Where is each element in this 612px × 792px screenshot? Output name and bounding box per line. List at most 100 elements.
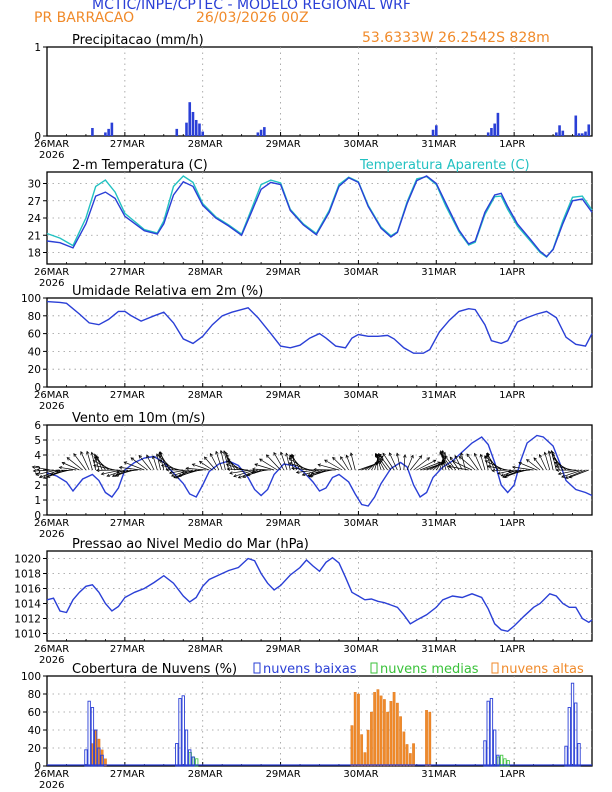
precip-xtick-label: 27MAR (110, 139, 145, 150)
wind-arrow (406, 455, 414, 471)
wind-arrow (204, 456, 216, 471)
wind-arrow-head (288, 457, 293, 462)
wind-arrow (487, 465, 508, 471)
precip-bar (587, 124, 591, 136)
wind-arrow-head (507, 469, 512, 474)
cloud-high-bar (383, 699, 386, 767)
wind-arrow-head (288, 462, 293, 466)
cloud-low-bar (181, 695, 185, 767)
precip-ytick-label: 1 (34, 42, 41, 54)
cloud-low-bar (493, 729, 497, 767)
rh-xtick-label: 28MAR (188, 390, 223, 401)
wind-arrow-head (155, 453, 160, 457)
cloud-legend-low: nuvens baixas (263, 662, 357, 677)
wind-arrow (382, 453, 395, 471)
wind-arrow-head (146, 454, 150, 459)
wind-xtick-label: 26MAR (34, 518, 69, 529)
wind-arrow (285, 453, 291, 471)
rh-xtick-label: 30MAR (343, 390, 378, 401)
wind-arrow (332, 457, 346, 471)
wind-arrow (119, 467, 142, 471)
cloud-low-bar (577, 743, 581, 767)
wind-arrow-head (42, 475, 47, 479)
wind-arrow-head (219, 449, 224, 454)
cloud-low-bar (496, 754, 500, 767)
wind-arrow-head (203, 456, 208, 461)
precip-bar (185, 122, 188, 136)
precip-xtick-label: 28MAR (188, 139, 223, 150)
wind-arrow-head (165, 468, 170, 472)
wind-arrow-head (291, 466, 295, 471)
clouds-xtick-label: 1APR (499, 769, 525, 780)
wind-arrow-head (500, 473, 505, 477)
wind-arrow (238, 469, 258, 479)
wind-arrow-head (466, 453, 470, 457)
cloud-low-bar (175, 743, 179, 767)
wind-arrow-head (484, 455, 489, 460)
wind-arrow (340, 456, 349, 471)
press-ytick-label: 1010 (14, 629, 41, 641)
wind-arrow-head (180, 470, 185, 475)
wind-arrow (124, 461, 145, 471)
precip-bar (490, 127, 493, 136)
temp-ytick-label: 27 (28, 196, 41, 208)
wind-arrow-head (564, 475, 569, 479)
press-ytick-label: 1018 (14, 569, 41, 581)
precip-bar (256, 132, 260, 136)
wind-arrow-head (242, 474, 246, 478)
wind-arrow-head (118, 465, 123, 470)
wind-arrow (505, 469, 528, 476)
rh-xtick-label: 1APR (499, 390, 525, 401)
cloud-high-bar (396, 702, 399, 767)
temp-panel (43, 171, 593, 265)
wind-arrow-head (170, 473, 175, 477)
precip-bar (188, 102, 192, 136)
wind-arrow (252, 468, 271, 471)
precip-bar (194, 119, 198, 136)
wind-arrow (215, 451, 223, 471)
rh-frame (46, 297, 593, 388)
cloud-low-bar (188, 749, 192, 767)
wind-arrow-head (185, 466, 189, 471)
wind-arrow-head (93, 456, 98, 461)
wind-arrow-head (324, 459, 328, 463)
wind-arrow (448, 465, 469, 471)
precip-bar (431, 129, 435, 136)
rh-ytick-label: 0 (34, 382, 41, 394)
wind-arrow-head (158, 459, 163, 463)
wind-arrow (419, 461, 441, 471)
wind-arrow (59, 466, 77, 471)
wind-arrow-head (308, 474, 313, 478)
header-coordinates: 53.6333W 26.2542S 828m (362, 30, 550, 46)
wind-arrow-head (447, 464, 452, 469)
wind-arrow (117, 469, 138, 473)
wind-arrow-head (115, 472, 120, 476)
wind-arrow-head (130, 457, 135, 461)
wind-arrow (375, 453, 388, 471)
wind-arrow (55, 469, 73, 472)
wind-arrow (512, 466, 534, 471)
wind-arrow-head (73, 453, 77, 457)
temp-ytick-label: 18 (28, 248, 41, 260)
wind-arrow (171, 469, 190, 477)
wind-arrow (93, 465, 116, 471)
precip-ytick-label: 0 (34, 131, 41, 143)
wind-arrow-head (538, 453, 543, 458)
cloud-high-bar (350, 725, 354, 767)
cloud-mid-bar (503, 758, 507, 767)
wind-arrow (161, 464, 181, 471)
clouds-xtick-label: 28MAR (188, 769, 223, 780)
rh-ytick-label: 100 (21, 293, 41, 305)
wind-arrow-head (158, 455, 162, 459)
wind-arrow (47, 469, 67, 478)
wind-arrow (346, 455, 353, 471)
press-ytick-label: 1020 (14, 554, 41, 566)
temp-xtick-label: 30MAR (343, 267, 378, 278)
cloud-low-bar (564, 745, 568, 767)
wind-arrow (227, 458, 239, 471)
wind-arrow-head (259, 458, 263, 462)
wind-arrow-head (554, 461, 558, 466)
wind-arrow (555, 465, 573, 471)
wind-arrow (518, 462, 537, 471)
wind-arrow (291, 467, 314, 471)
